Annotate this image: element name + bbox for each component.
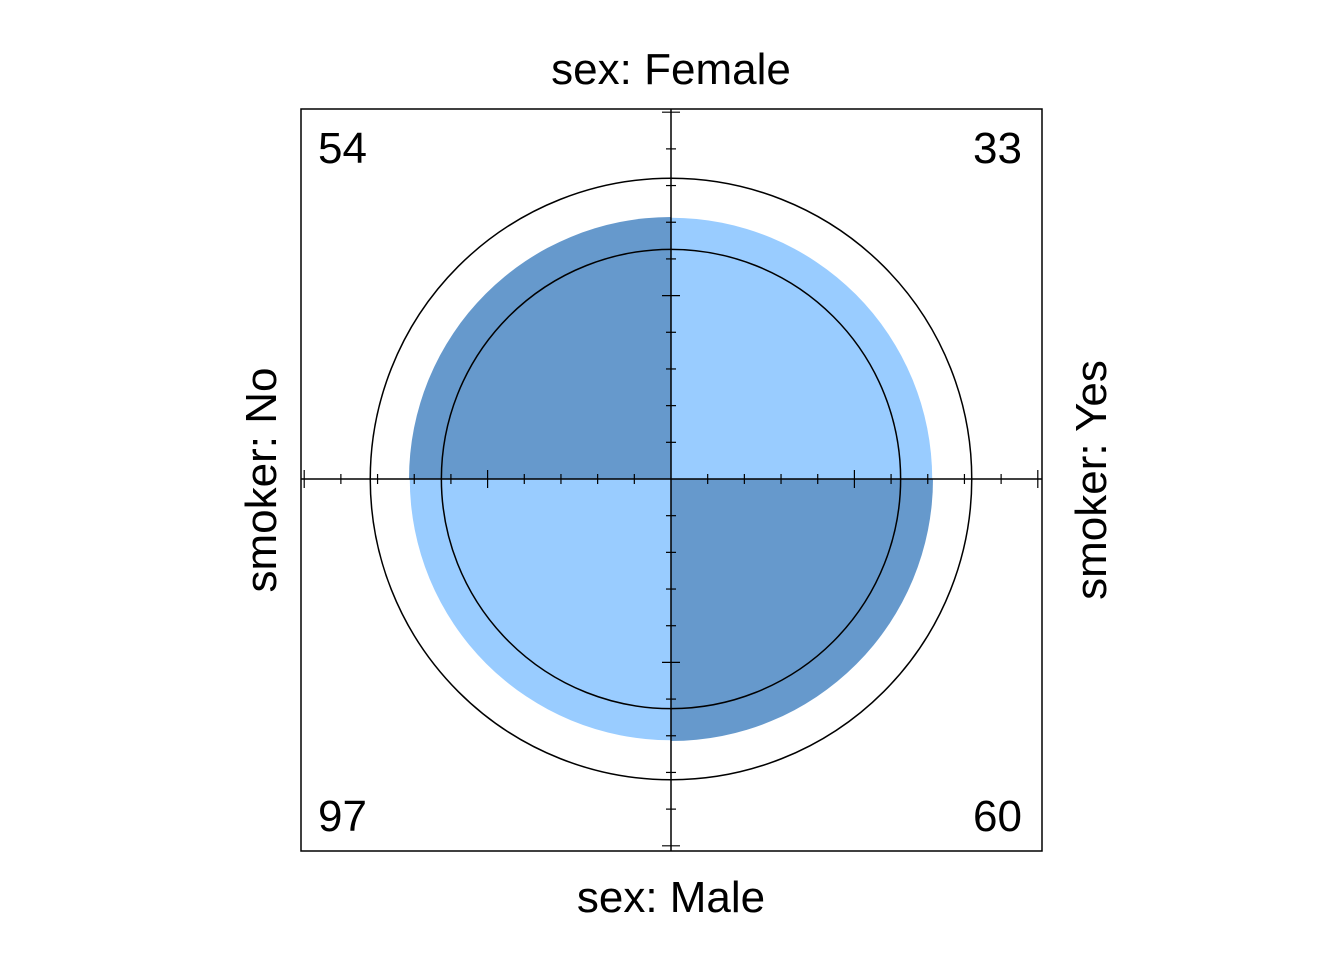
label-bottom: sex: Male [577,873,765,922]
quadrant-top-left [409,217,671,479]
label-top: sex: Female [551,45,791,94]
cell-count-top-left: 54 [318,124,367,173]
quadrant-bottom-left [410,479,671,740]
cell-count-top-right: 33 [973,124,1022,173]
quadrant-bottom-right [671,479,933,741]
quadrant-top-right [671,218,932,479]
cell-count-bottom-right: 60 [973,792,1022,841]
cell-count-bottom-left: 97 [318,792,367,841]
label-right: smoker: Yes [1067,360,1116,600]
label-left: smoker: No [237,368,286,593]
